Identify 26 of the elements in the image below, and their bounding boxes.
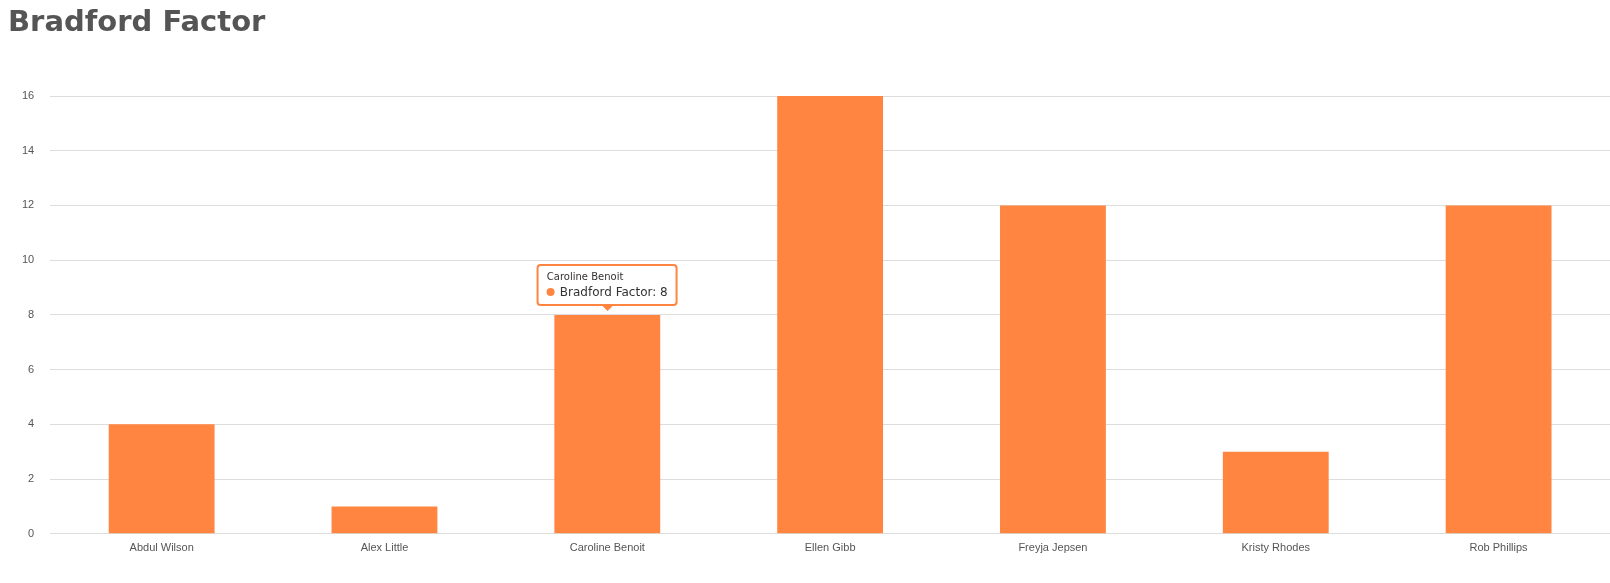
x-tick-label: Caroline Benoit [569, 541, 645, 554]
y-tick-label: 10 [21, 253, 35, 266]
bar [777, 96, 884, 534]
y-tick-label: 14 [21, 143, 35, 156]
y-tick-label: 16 [21, 89, 35, 102]
y-tick-label: 0 [28, 526, 35, 539]
y-tick-label: 12 [21, 198, 35, 211]
bar [1000, 205, 1106, 534]
y-tick-label: 8 [28, 307, 35, 320]
y-tick-label: 4 [28, 417, 35, 430]
y-tick-label: 6 [28, 362, 35, 375]
annotation: Bradford Factor: 8 [559, 283, 668, 300]
x-tick-label: Abdul Wilson [129, 541, 194, 554]
bar [1222, 451, 1329, 534]
bar [108, 424, 215, 534]
bar [1445, 205, 1552, 534]
x-tick-label: Ellen Gibb [804, 541, 856, 554]
bar [554, 314, 661, 534]
annotation: Caroline Benoit [546, 269, 625, 284]
bar [331, 506, 438, 534]
x-tick-label: Kristy Rhodes [1241, 541, 1311, 554]
y-tick-label: 2 [28, 472, 35, 485]
x-tick-label: Freyja Jepsen [1018, 541, 1088, 554]
x-tick-label: Alex Little [360, 541, 409, 554]
chart-title: Bradford Factor [8, 4, 266, 38]
x-tick-label: Rob Phillips [1469, 541, 1529, 554]
